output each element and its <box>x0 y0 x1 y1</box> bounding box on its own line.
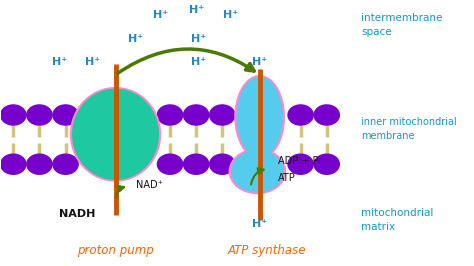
Text: ADP + Pi: ADP + Pi <box>278 156 320 166</box>
Ellipse shape <box>231 151 283 192</box>
Text: H⁺: H⁺ <box>252 57 267 66</box>
Text: H⁺: H⁺ <box>191 34 206 44</box>
Text: H⁺: H⁺ <box>128 34 143 44</box>
Ellipse shape <box>210 105 235 125</box>
Ellipse shape <box>27 105 52 125</box>
Ellipse shape <box>288 154 313 174</box>
Text: H⁺: H⁺ <box>191 57 206 66</box>
Text: NADH: NADH <box>59 209 95 219</box>
Ellipse shape <box>183 154 209 174</box>
Text: ATP synthase: ATP synthase <box>227 244 306 257</box>
Ellipse shape <box>157 154 182 174</box>
Text: H⁺: H⁺ <box>189 5 204 15</box>
Text: mitochondrial
matrix: mitochondrial matrix <box>361 208 433 232</box>
Ellipse shape <box>157 105 182 125</box>
Ellipse shape <box>314 105 339 125</box>
Text: inner mitochondrial
membrane: inner mitochondrial membrane <box>361 117 457 141</box>
Ellipse shape <box>0 105 26 125</box>
Text: H⁺: H⁺ <box>252 219 267 229</box>
Text: H⁺: H⁺ <box>52 57 67 66</box>
Text: H⁺: H⁺ <box>223 10 238 20</box>
Ellipse shape <box>237 77 282 157</box>
Ellipse shape <box>53 105 78 125</box>
Text: ATP: ATP <box>278 173 295 183</box>
Ellipse shape <box>53 154 78 174</box>
Text: H⁺: H⁺ <box>85 57 100 66</box>
Ellipse shape <box>27 154 52 174</box>
Ellipse shape <box>0 154 26 174</box>
Text: intermembrane
space: intermembrane space <box>361 13 442 36</box>
Ellipse shape <box>73 89 158 179</box>
Text: NAD⁺: NAD⁺ <box>136 180 163 190</box>
Ellipse shape <box>288 105 313 125</box>
Text: H⁺: H⁺ <box>153 10 168 20</box>
Ellipse shape <box>314 154 339 174</box>
Text: proton pump: proton pump <box>77 244 154 257</box>
Ellipse shape <box>210 154 235 174</box>
Ellipse shape <box>183 105 209 125</box>
